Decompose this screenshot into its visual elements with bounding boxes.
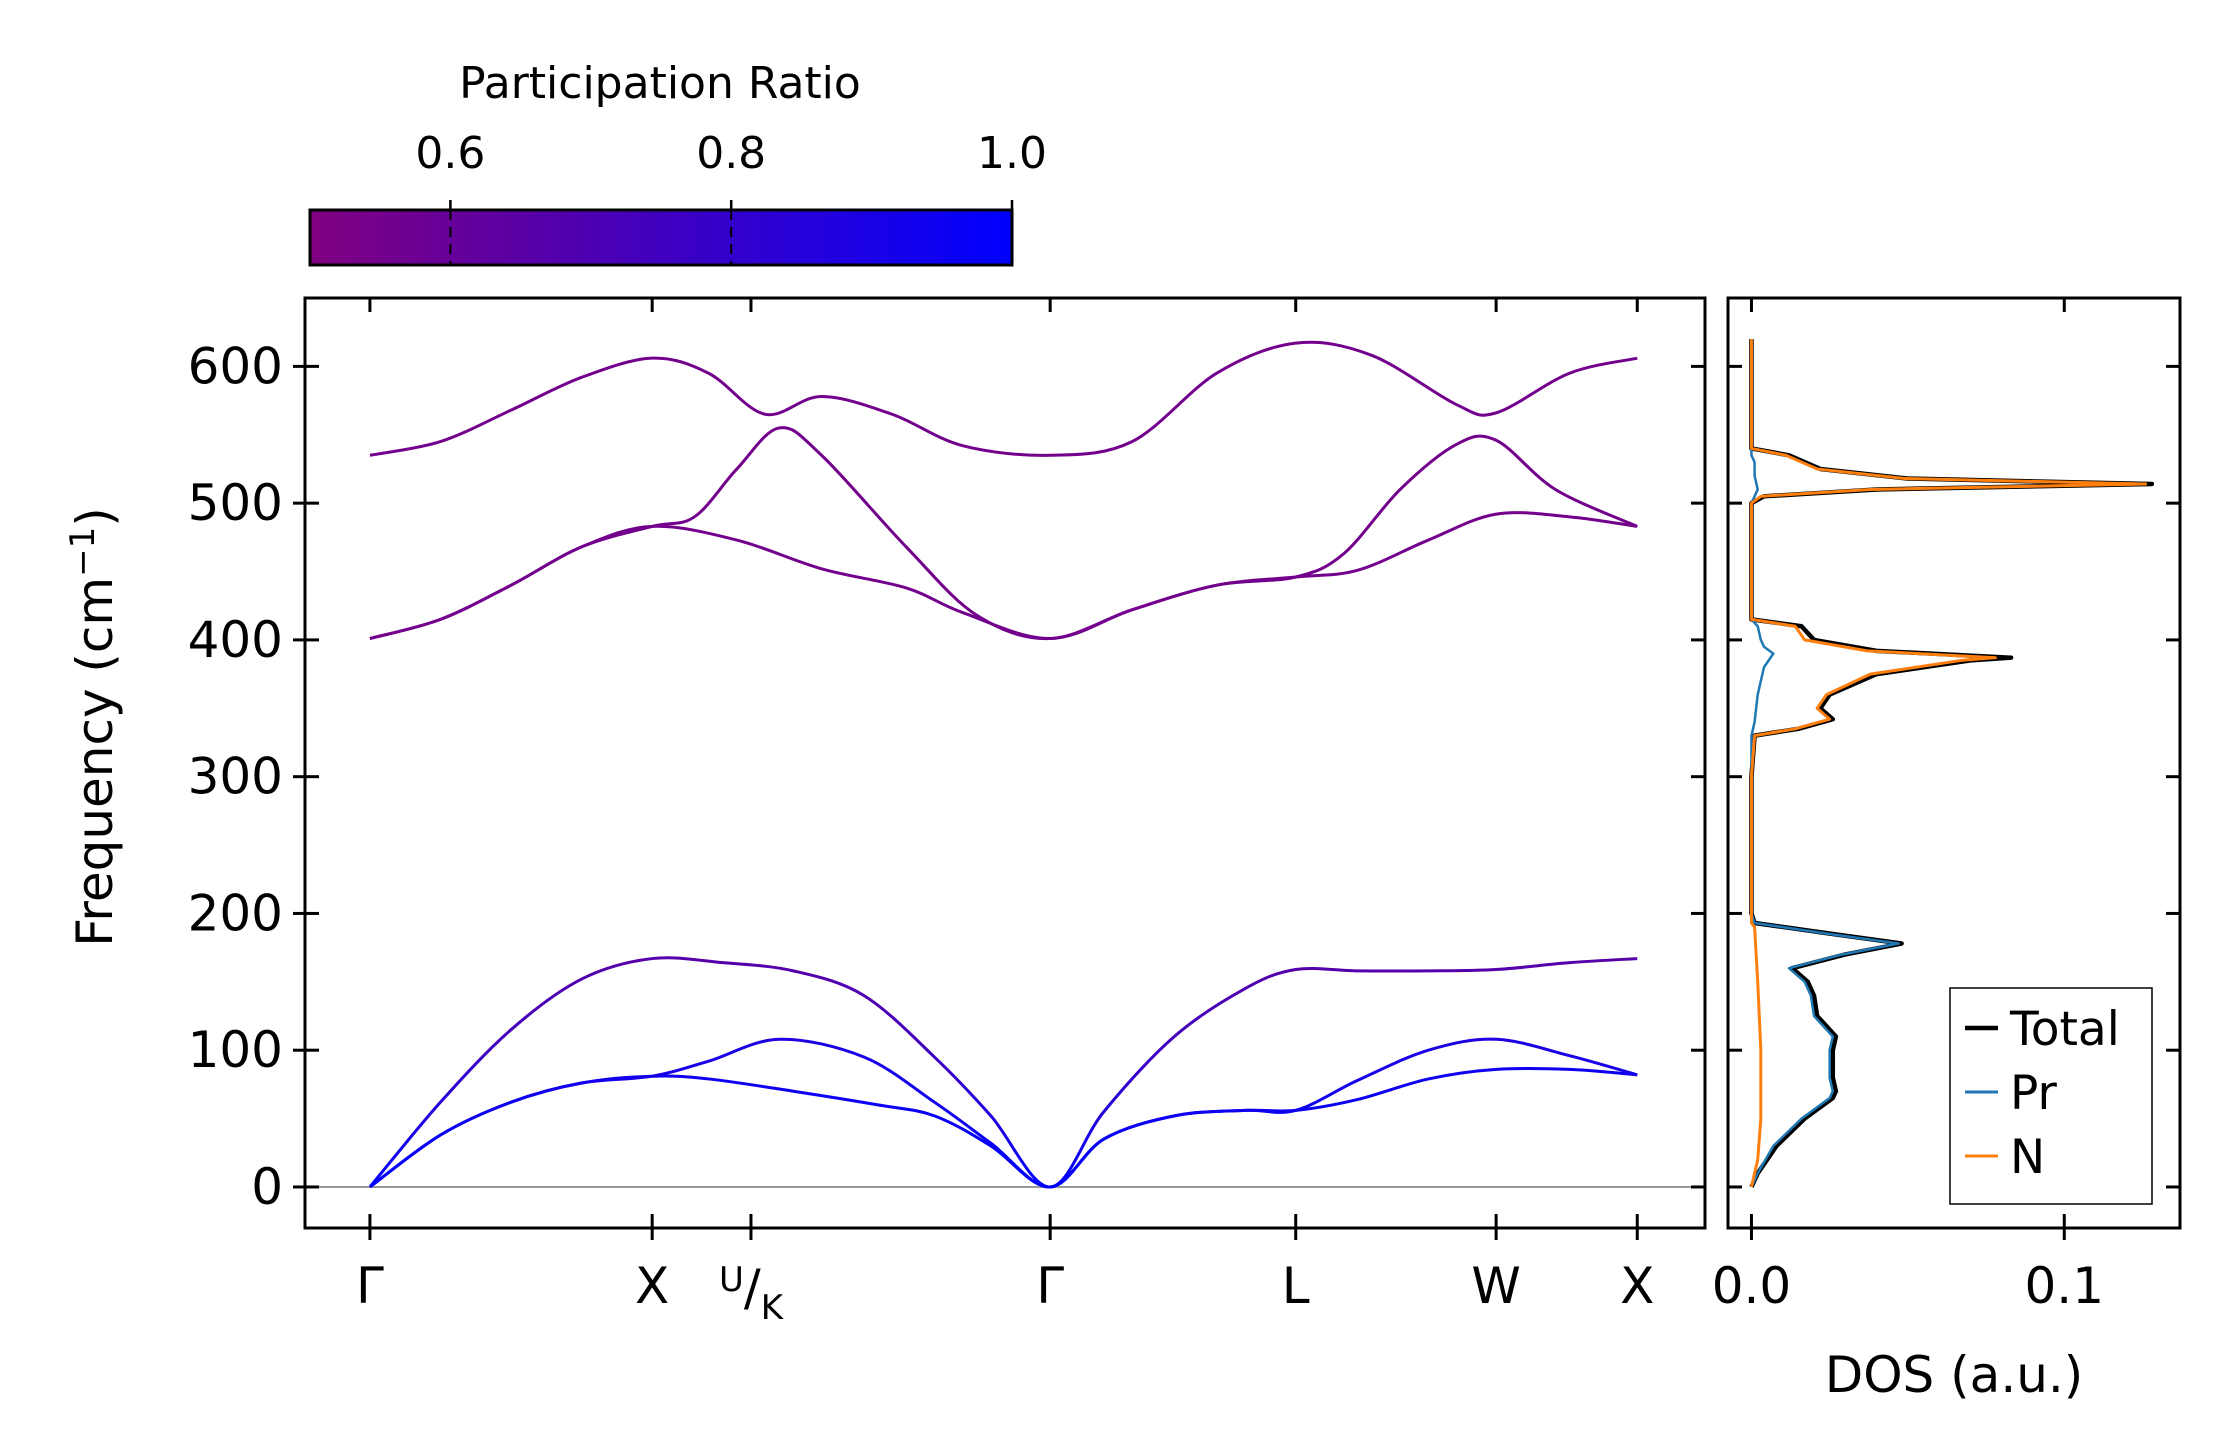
phonon-band-acoustic-2 [369, 1037, 1638, 1189]
k-point-label: X [1620, 1257, 1654, 1315]
colorbar-tick-label: 1.0 [977, 128, 1047, 179]
y-axis-title: Frequency (cm−1) [63, 507, 124, 947]
dos-curve-n [1749, 339, 2148, 1188]
phonon-band-optical-1 [369, 511, 1638, 641]
legend-label-total: Total [2009, 1002, 2120, 1057]
k-point-label: X [635, 1257, 669, 1315]
dos-plot: 0.0 0.1 DOS (a.u.) Total Pr N [1712, 296, 2182, 1404]
k-point-label: L [1282, 1257, 1310, 1315]
band-plot-frame [303, 296, 1707, 1230]
dos-curve-pr [1750, 339, 1900, 1188]
legend-label-pr: Pr [2010, 1066, 2058, 1121]
dos-x-axis-title: DOS (a.u.) [1825, 1346, 2084, 1404]
k-point-label: Γ [356, 1257, 384, 1315]
dos-plot-frame [1726, 296, 2182, 1230]
y-tick-label: 0 [251, 1158, 283, 1216]
y-tick-label: 400 [188, 611, 283, 669]
colorbar: Participation Ratio 0.6 0.8 1.0 [308, 58, 1047, 267]
legend-label-n: N [2010, 1130, 2045, 1185]
dos-legend: Total Pr N [1949, 987, 2153, 1205]
y-tick-label: 500 [188, 474, 283, 532]
legend-box [1949, 987, 2153, 1205]
dos-x-tick-label: 0.1 [2024, 1257, 2104, 1315]
k-point-label: Γ [1036, 1257, 1064, 1315]
colorbar-tick-label: 0.6 [415, 128, 485, 179]
phonon-band-optical-2 [369, 426, 1638, 641]
colorbar-gradient [308, 208, 1014, 267]
dos-x-tick-label: 0.0 [1712, 1257, 1792, 1315]
colorbar-tick-label: 0.8 [696, 128, 766, 179]
y-tick-label: 200 [188, 884, 283, 942]
y-tick-label: 600 [188, 337, 283, 395]
k-point-label: W [1471, 1257, 1520, 1315]
k-point-label-U-K: U/K [719, 1259, 785, 1328]
y-tick-label: 300 [188, 748, 283, 806]
y-tick-label: 100 [188, 1021, 283, 1079]
colorbar-title: Participation Ratio [459, 58, 861, 109]
phonon-band-optical-3 [369, 340, 1638, 457]
band-structure-plot: 0 100 200 300 400 500 600 Γ X U/K Γ L W X Frequency (… [63, 296, 1707, 1328]
phonon-band-acoustic-3 [368, 956, 1638, 1189]
